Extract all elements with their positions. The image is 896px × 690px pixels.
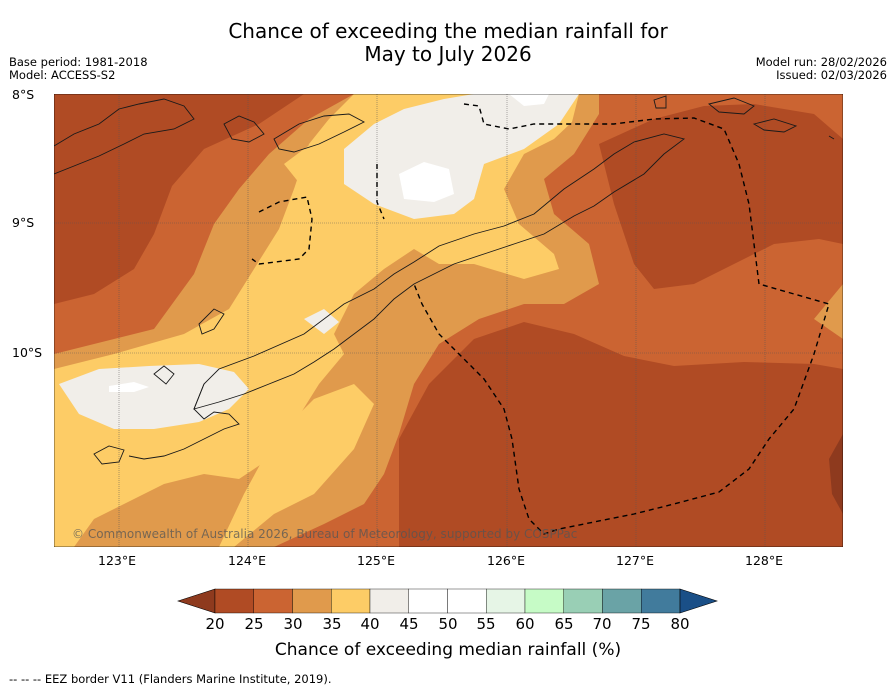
- region-35-40-lower: [219, 384, 374, 547]
- lon-label-128e: 128°E: [745, 553, 784, 568]
- region-45-50-north: [399, 162, 454, 202]
- colorbar: [177, 588, 718, 614]
- colorbar-cell-10: [563, 588, 603, 614]
- north-island-1: [653, 95, 667, 109]
- graticule: [54, 94, 843, 547]
- cb-tick-65: 65: [554, 615, 574, 633]
- flores-east: [54, 98, 195, 175]
- lon-label-124e: 124°E: [228, 553, 267, 568]
- wetar-island: [273, 113, 365, 153]
- region-40-45-spot: [304, 309, 339, 334]
- semau-island: [153, 365, 175, 385]
- meta-right: Model run: 28/02/2026 Issued: 02/03/2026: [756, 56, 887, 82]
- colorbar-extend-low: [177, 588, 216, 614]
- lat-label-10s: 10°S: [12, 345, 43, 360]
- cb-tick-20: 20: [205, 615, 225, 633]
- cb-tick-75: 75: [631, 615, 651, 633]
- model-text: Model: ACCESS-S2: [9, 68, 116, 82]
- eez-border: [413, 103, 830, 535]
- eez-legend-symbol: -- -- --: [9, 672, 42, 686]
- lon-label-127e: 127°E: [616, 553, 655, 568]
- copyright-text: © Commonwealth of Australia 2026, Bureau…: [72, 527, 577, 541]
- cb-tick-30: 30: [283, 615, 303, 633]
- coastlines: [54, 95, 835, 465]
- issued-text: Issued: 02/03/2026: [776, 68, 887, 82]
- colorbar-cell-8: [486, 588, 526, 614]
- colorbar-cell-2: [253, 588, 293, 614]
- lat-label-8s: 8°S: [12, 87, 35, 102]
- colorbar-cell-3: [292, 588, 332, 614]
- model-run-text: Model run: 28/02/2026: [755, 55, 887, 69]
- footer-legend: -- -- -- EEZ border V11 (Flanders Marine…: [9, 672, 332, 686]
- timor-coast-north: [193, 133, 686, 410]
- region-15-20-corner: [829, 434, 843, 514]
- eez-legend-text: EEZ border V11 (Flanders Marine Institut…: [44, 672, 332, 686]
- cb-tick-25: 25: [244, 615, 264, 633]
- north-island-3: [752, 118, 798, 133]
- colorbar-cell-9: [524, 588, 564, 614]
- region-40-45-west: [59, 364, 249, 429]
- cb-tick-35: 35: [322, 615, 342, 633]
- colorbar-label: Chance of exceeding median rainfall (%): [274, 640, 622, 660]
- cb-tick-60: 60: [515, 615, 535, 633]
- north-island-2: [708, 97, 755, 115]
- title-line-2: May to July 2026: [364, 42, 532, 66]
- colorbar-cell-11: [602, 588, 642, 614]
- eez-border-north: [376, 164, 385, 220]
- cb-tick-40: 40: [360, 615, 380, 633]
- lon-label-125e: 125°E: [357, 553, 396, 568]
- region-20-25-northwest: [54, 94, 304, 304]
- eez-border-west: [251, 196, 313, 265]
- colorbar-cell-4: [331, 588, 371, 614]
- cb-tick-70: 70: [592, 615, 612, 633]
- north-island-4: [828, 135, 835, 140]
- base-period-text: Base period: 1981-2018: [9, 55, 148, 69]
- lon-label-126e: 126°E: [487, 553, 526, 568]
- title-line-1: Chance of exceeding the median rainfall …: [228, 19, 668, 43]
- colorbar-cell-6: [408, 588, 448, 614]
- cb-tick-80: 80: [670, 615, 690, 633]
- colorbar-cell-5: [369, 588, 409, 614]
- region-20-25-east: [599, 104, 843, 289]
- region-20-25-south: [399, 322, 843, 547]
- rote-island: [93, 445, 125, 465]
- lon-label-123e: 123°E: [98, 553, 137, 568]
- colorbar-cell-7: [447, 588, 487, 614]
- colorbar-cell-1: [214, 588, 254, 614]
- cb-tick-55: 55: [476, 615, 496, 633]
- alor-island: [223, 115, 265, 143]
- lat-label-9s: 9°S: [12, 215, 35, 230]
- west-timor-cape: [198, 308, 225, 335]
- cb-tick-45: 45: [399, 615, 419, 633]
- colorbar-extend-high: [679, 588, 718, 614]
- rainfall-map: © Commonwealth of Australia 2026, Bureau…: [54, 94, 843, 547]
- region-30-35-east-edge: [814, 284, 843, 339]
- timor-coast-south: [128, 383, 240, 460]
- meta-left: Base period: 1981-2018 Model: ACCESS-S2: [9, 56, 148, 82]
- colorbar-cell-12: [641, 588, 681, 614]
- cb-tick-50: 50: [438, 615, 458, 633]
- chart-title: Chance of exceeding the median rainfall …: [0, 20, 896, 66]
- region-45-50-topright: [509, 94, 549, 106]
